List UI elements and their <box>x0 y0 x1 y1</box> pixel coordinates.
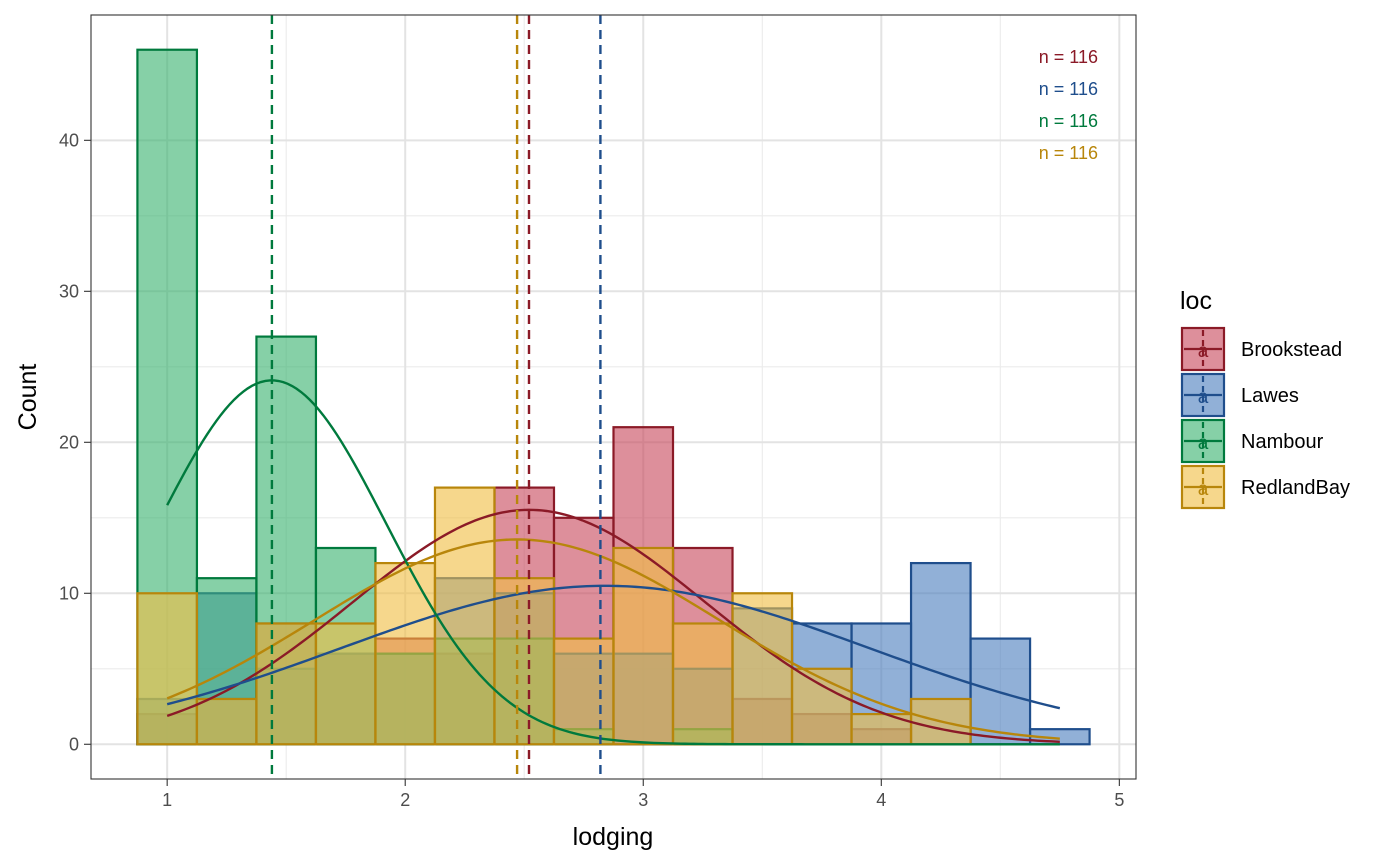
legend-key-glyph: a <box>1198 387 1209 408</box>
legend-label: Nambour <box>1241 431 1324 453</box>
panel-border <box>90 14 1137 780</box>
x-tick-label: 3 <box>638 790 648 810</box>
y-axis-label: Count <box>14 364 42 431</box>
legend: loc a Brookstead a Lawes a Nambour a RedlandBay <box>1180 287 1350 510</box>
x-tick-label: 1 <box>162 790 172 810</box>
mean-lines <box>270 15 602 779</box>
legend-label: Lawes <box>1241 385 1299 407</box>
bar <box>671 622 734 746</box>
density-curve-redlandbay <box>166 538 1060 740</box>
legend-item-lawes: a Lawes <box>1180 372 1299 418</box>
legend-title: loc <box>1180 287 1212 315</box>
bar <box>136 592 199 746</box>
y-tick-label: 20 <box>59 432 79 452</box>
n-label-brookstead: n = 116 <box>1039 47 1098 67</box>
legend-label: RedlandBay <box>1241 477 1350 499</box>
density-curve-nambour <box>166 379 1060 746</box>
bar <box>790 667 853 746</box>
legend-item-nambour: a Nambour <box>1180 418 1324 464</box>
y-tick-label: 10 <box>59 583 79 603</box>
n-label-redlandbay: n = 116 <box>1039 143 1098 163</box>
x-tick-label: 4 <box>876 790 886 810</box>
density-curve-brookstead <box>166 508 1060 743</box>
n-label-lawes: n = 116 <box>1039 79 1098 99</box>
legend-label: Brookstead <box>1241 339 1342 361</box>
bar <box>314 622 377 746</box>
bar <box>493 577 556 746</box>
legend-item-brookstead: a Brookstead <box>1180 326 1342 372</box>
x-tick-label: 2 <box>400 790 410 810</box>
legend-key-glyph: a <box>1198 479 1209 500</box>
density-curves <box>166 379 1061 746</box>
y-tick-label: 0 <box>69 734 79 754</box>
n-labels: n = 116 n = 116 n = 116 n = 116 <box>1039 47 1098 163</box>
bar <box>552 637 615 746</box>
bar <box>374 561 437 746</box>
y-tick-label: 30 <box>59 281 79 301</box>
n-label-nambour: n = 116 <box>1039 111 1098 131</box>
bar <box>612 546 675 746</box>
bars-redlandbay <box>136 486 972 746</box>
density-curve-lawes <box>166 584 1061 710</box>
y-axis: 0 10 20 30 40 <box>59 130 91 754</box>
legend-item-redlandbay: a RedlandBay <box>1180 464 1350 510</box>
bar <box>195 697 258 746</box>
x-axis: 1 2 3 4 5 <box>162 779 1124 810</box>
y-tick-label: 40 <box>59 130 79 150</box>
legend-key-glyph: a <box>1198 341 1209 362</box>
x-axis-label: lodging <box>573 823 654 851</box>
bar <box>255 622 318 746</box>
bar <box>731 592 794 746</box>
legend-key-glyph: a <box>1198 433 1209 454</box>
x-tick-label: 5 <box>1114 790 1124 810</box>
